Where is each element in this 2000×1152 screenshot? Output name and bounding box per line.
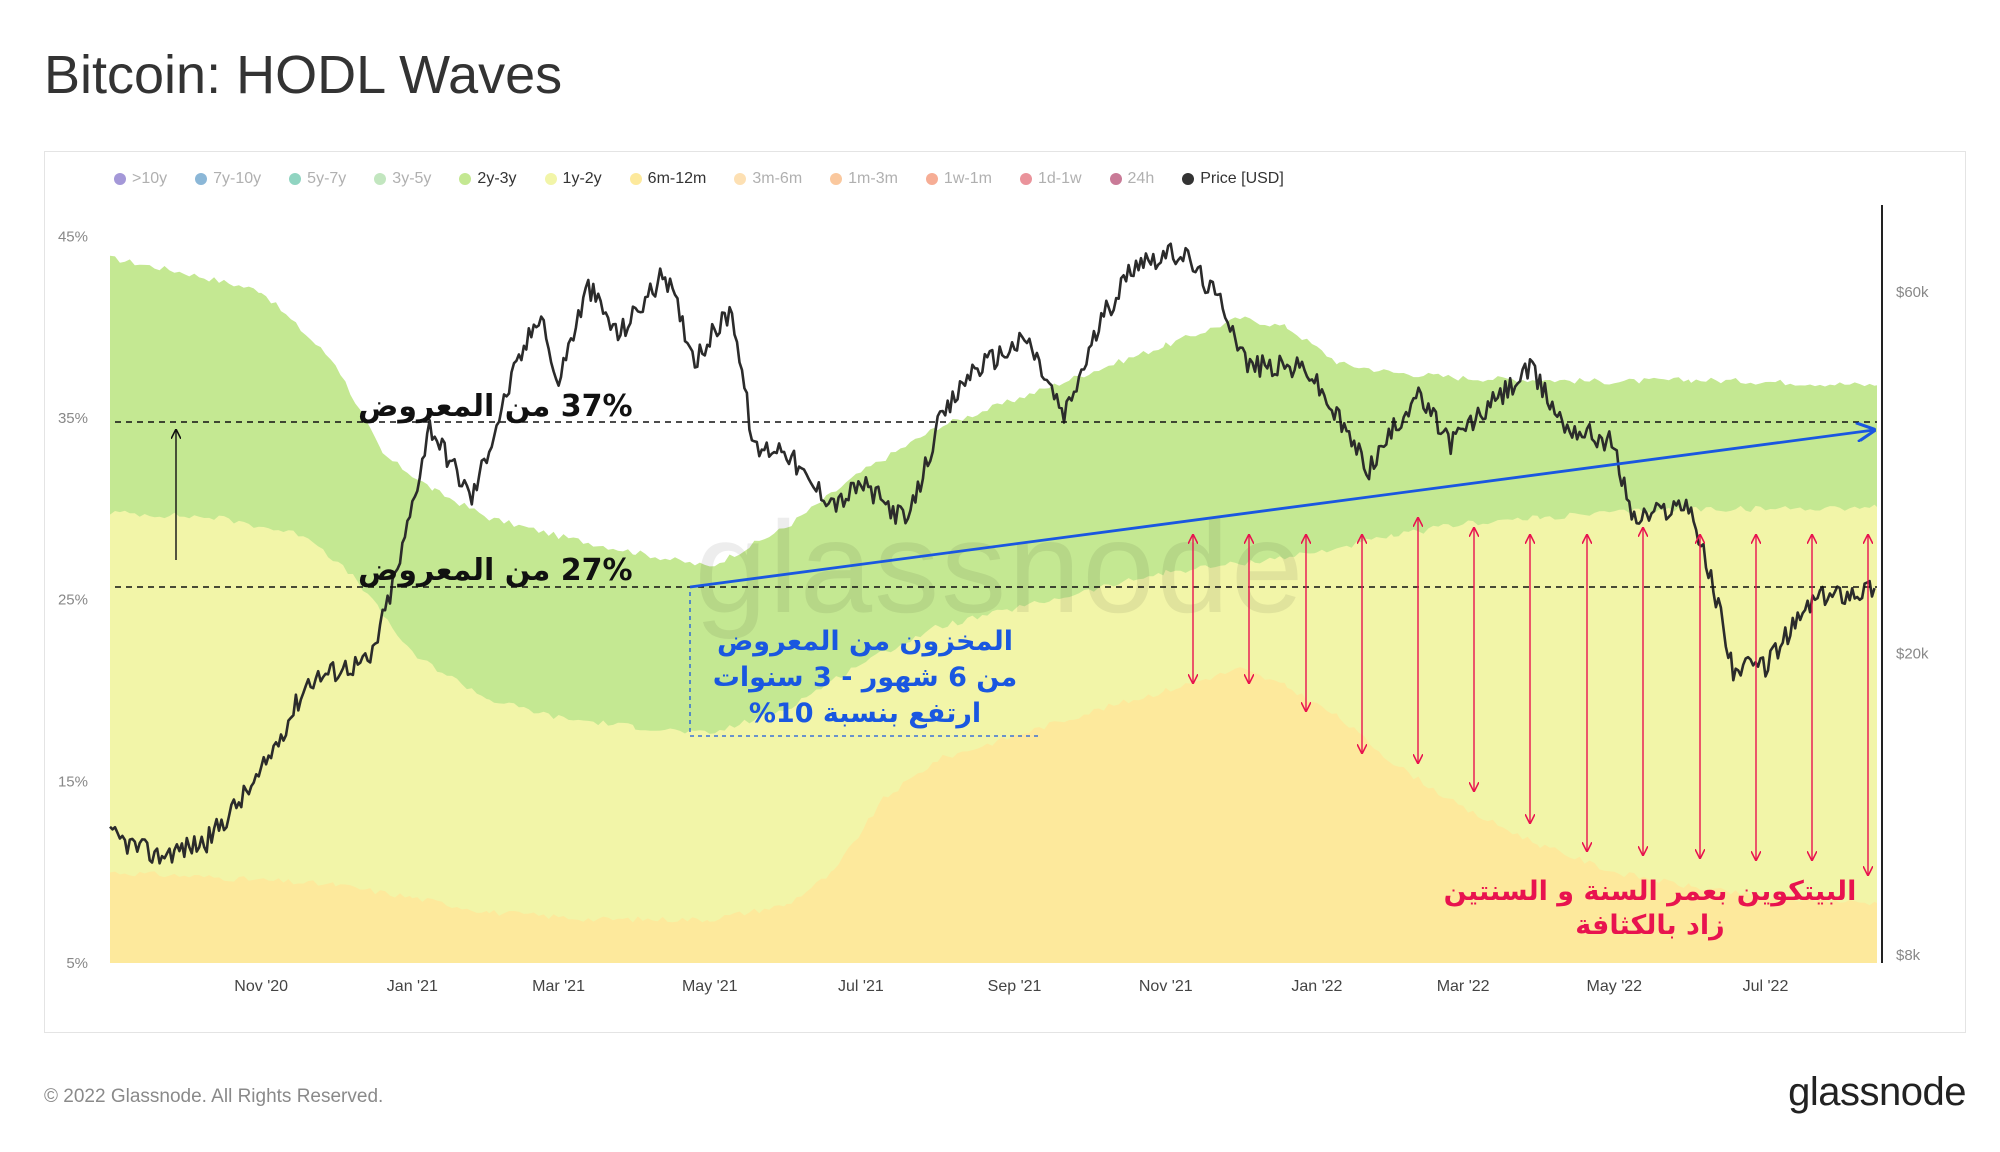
y-left-tick-label: 5% — [66, 955, 88, 972]
legend-label: Price [USD] — [1200, 170, 1284, 187]
x-tick-label: Nov '20 — [234, 978, 288, 995]
x-tick-label: Jul '22 — [1743, 978, 1789, 995]
y-left-tick-label: 15% — [58, 773, 88, 790]
legend-dot-icon — [195, 173, 208, 185]
legend-item-9[interactable]: 1w-1m — [925, 170, 992, 188]
x-tick-label: Jan '22 — [1291, 978, 1342, 995]
red-annotation-line: البيتكوين بعمر السنة و السنتين — [1444, 876, 1857, 907]
legend-item-11[interactable]: 24h — [1109, 170, 1155, 188]
y-right-tick-label: $20k — [1896, 645, 1929, 662]
legend-dot-icon — [1182, 173, 1195, 185]
blue-annotation-line: المخزون من المعروض — [717, 626, 1013, 657]
legend-dot-icon — [289, 173, 302, 185]
y-left-tick-label: 35% — [58, 410, 88, 427]
page-title: Bitcoin: HODL Waves — [44, 45, 563, 105]
label-27-percent: 27% من المعروض — [358, 553, 633, 588]
legend-item-0[interactable]: >10y — [114, 170, 167, 188]
red-annotation-line: زاد بالكثافة — [1575, 910, 1724, 941]
blue-annotation-line: من 6 شهور - 3 سنوات — [713, 662, 1018, 693]
x-tick-label: Mar '21 — [532, 978, 585, 995]
legend-label: 24h — [1127, 170, 1155, 187]
legend-dot-icon — [830, 173, 843, 185]
chart-frame — [44, 151, 1966, 1033]
x-tick-label: Jan '21 — [387, 978, 438, 995]
y-left-tick-label: 25% — [58, 592, 88, 609]
legend-dot-icon — [629, 173, 642, 185]
x-tick-label: Mar '22 — [1437, 978, 1490, 995]
label-37-percent: 37% من المعروض — [358, 389, 633, 424]
legend: >10y 7y-10y 5y-7y 3y-5y 2y-3y 1y-2y 6m-12m 3m-6… — [114, 168, 1312, 190]
legend-item-10[interactable]: 1d-1w — [1019, 170, 1082, 188]
legend-label: 3y-5y — [392, 170, 432, 187]
legend-item-6[interactable]: 6m-12m — [629, 170, 707, 188]
glassnode-watermark: glassnode — [695, 494, 1306, 640]
legend-label: 7y-10y — [213, 170, 262, 187]
legend-item-3[interactable]: 3y-5y — [374, 170, 431, 188]
legend-label: >10y — [132, 170, 168, 187]
legend-item-1[interactable]: 7y-10y — [195, 170, 261, 188]
legend-label: 1d-1w — [1037, 170, 1082, 187]
y-right-tick-label: $60k — [1896, 284, 1929, 301]
x-tick-label: May '21 — [682, 978, 738, 995]
x-tick-label: Sep '21 — [988, 978, 1042, 995]
legend-dot-icon — [1019, 173, 1032, 185]
legend-dot-icon — [1109, 173, 1122, 185]
legend-dot-icon — [544, 173, 557, 185]
legend-dot-icon — [734, 173, 747, 185]
legend-label: 5y-7y — [307, 170, 347, 187]
legend-label: 1y-2y — [562, 170, 602, 187]
legend-dot-icon — [459, 173, 472, 185]
legend-item-8[interactable]: 1m-3m — [830, 170, 898, 188]
y-left-tick-label: 45% — [58, 228, 88, 245]
area-6m12m — [110, 667, 1877, 963]
glassnode-logo: glassnode — [1788, 1070, 1966, 1114]
x-tick-label: Jul '21 — [838, 978, 884, 995]
legend-label: 1w-1m — [943, 170, 992, 187]
legend-dot-icon — [374, 173, 387, 185]
y-right-tick-label: $8k — [1896, 947, 1921, 964]
legend-item-5[interactable]: 1y-2y — [544, 170, 602, 188]
legend-dot-icon — [925, 173, 938, 185]
x-tick-label: May '22 — [1587, 978, 1643, 995]
legend-label: 6m-12m — [647, 170, 707, 187]
copyright-text: © 2022 Glassnode. All Rights Reserved. — [44, 1086, 384, 1107]
legend-item-7[interactable]: 3m-6m — [734, 170, 802, 188]
legend-item-4[interactable]: 2y-3y — [459, 170, 517, 188]
legend-dot-icon — [114, 173, 126, 185]
blue-annotation-line: ارتفع بنسبة 10% — [749, 698, 981, 729]
price-line — [109, 242, 1876, 865]
legend-label: 2y-3y — [477, 170, 517, 187]
legend-label: 1m-3m — [848, 170, 898, 187]
x-tick-label: Nov '21 — [1139, 978, 1193, 995]
legend-item-12[interactable]: Price [USD] — [1182, 170, 1284, 188]
legend-item-2[interactable]: 5y-7y — [289, 170, 346, 188]
legend-label: 3m-6m — [752, 170, 803, 187]
supply-trend-arrow — [689, 430, 1874, 589]
